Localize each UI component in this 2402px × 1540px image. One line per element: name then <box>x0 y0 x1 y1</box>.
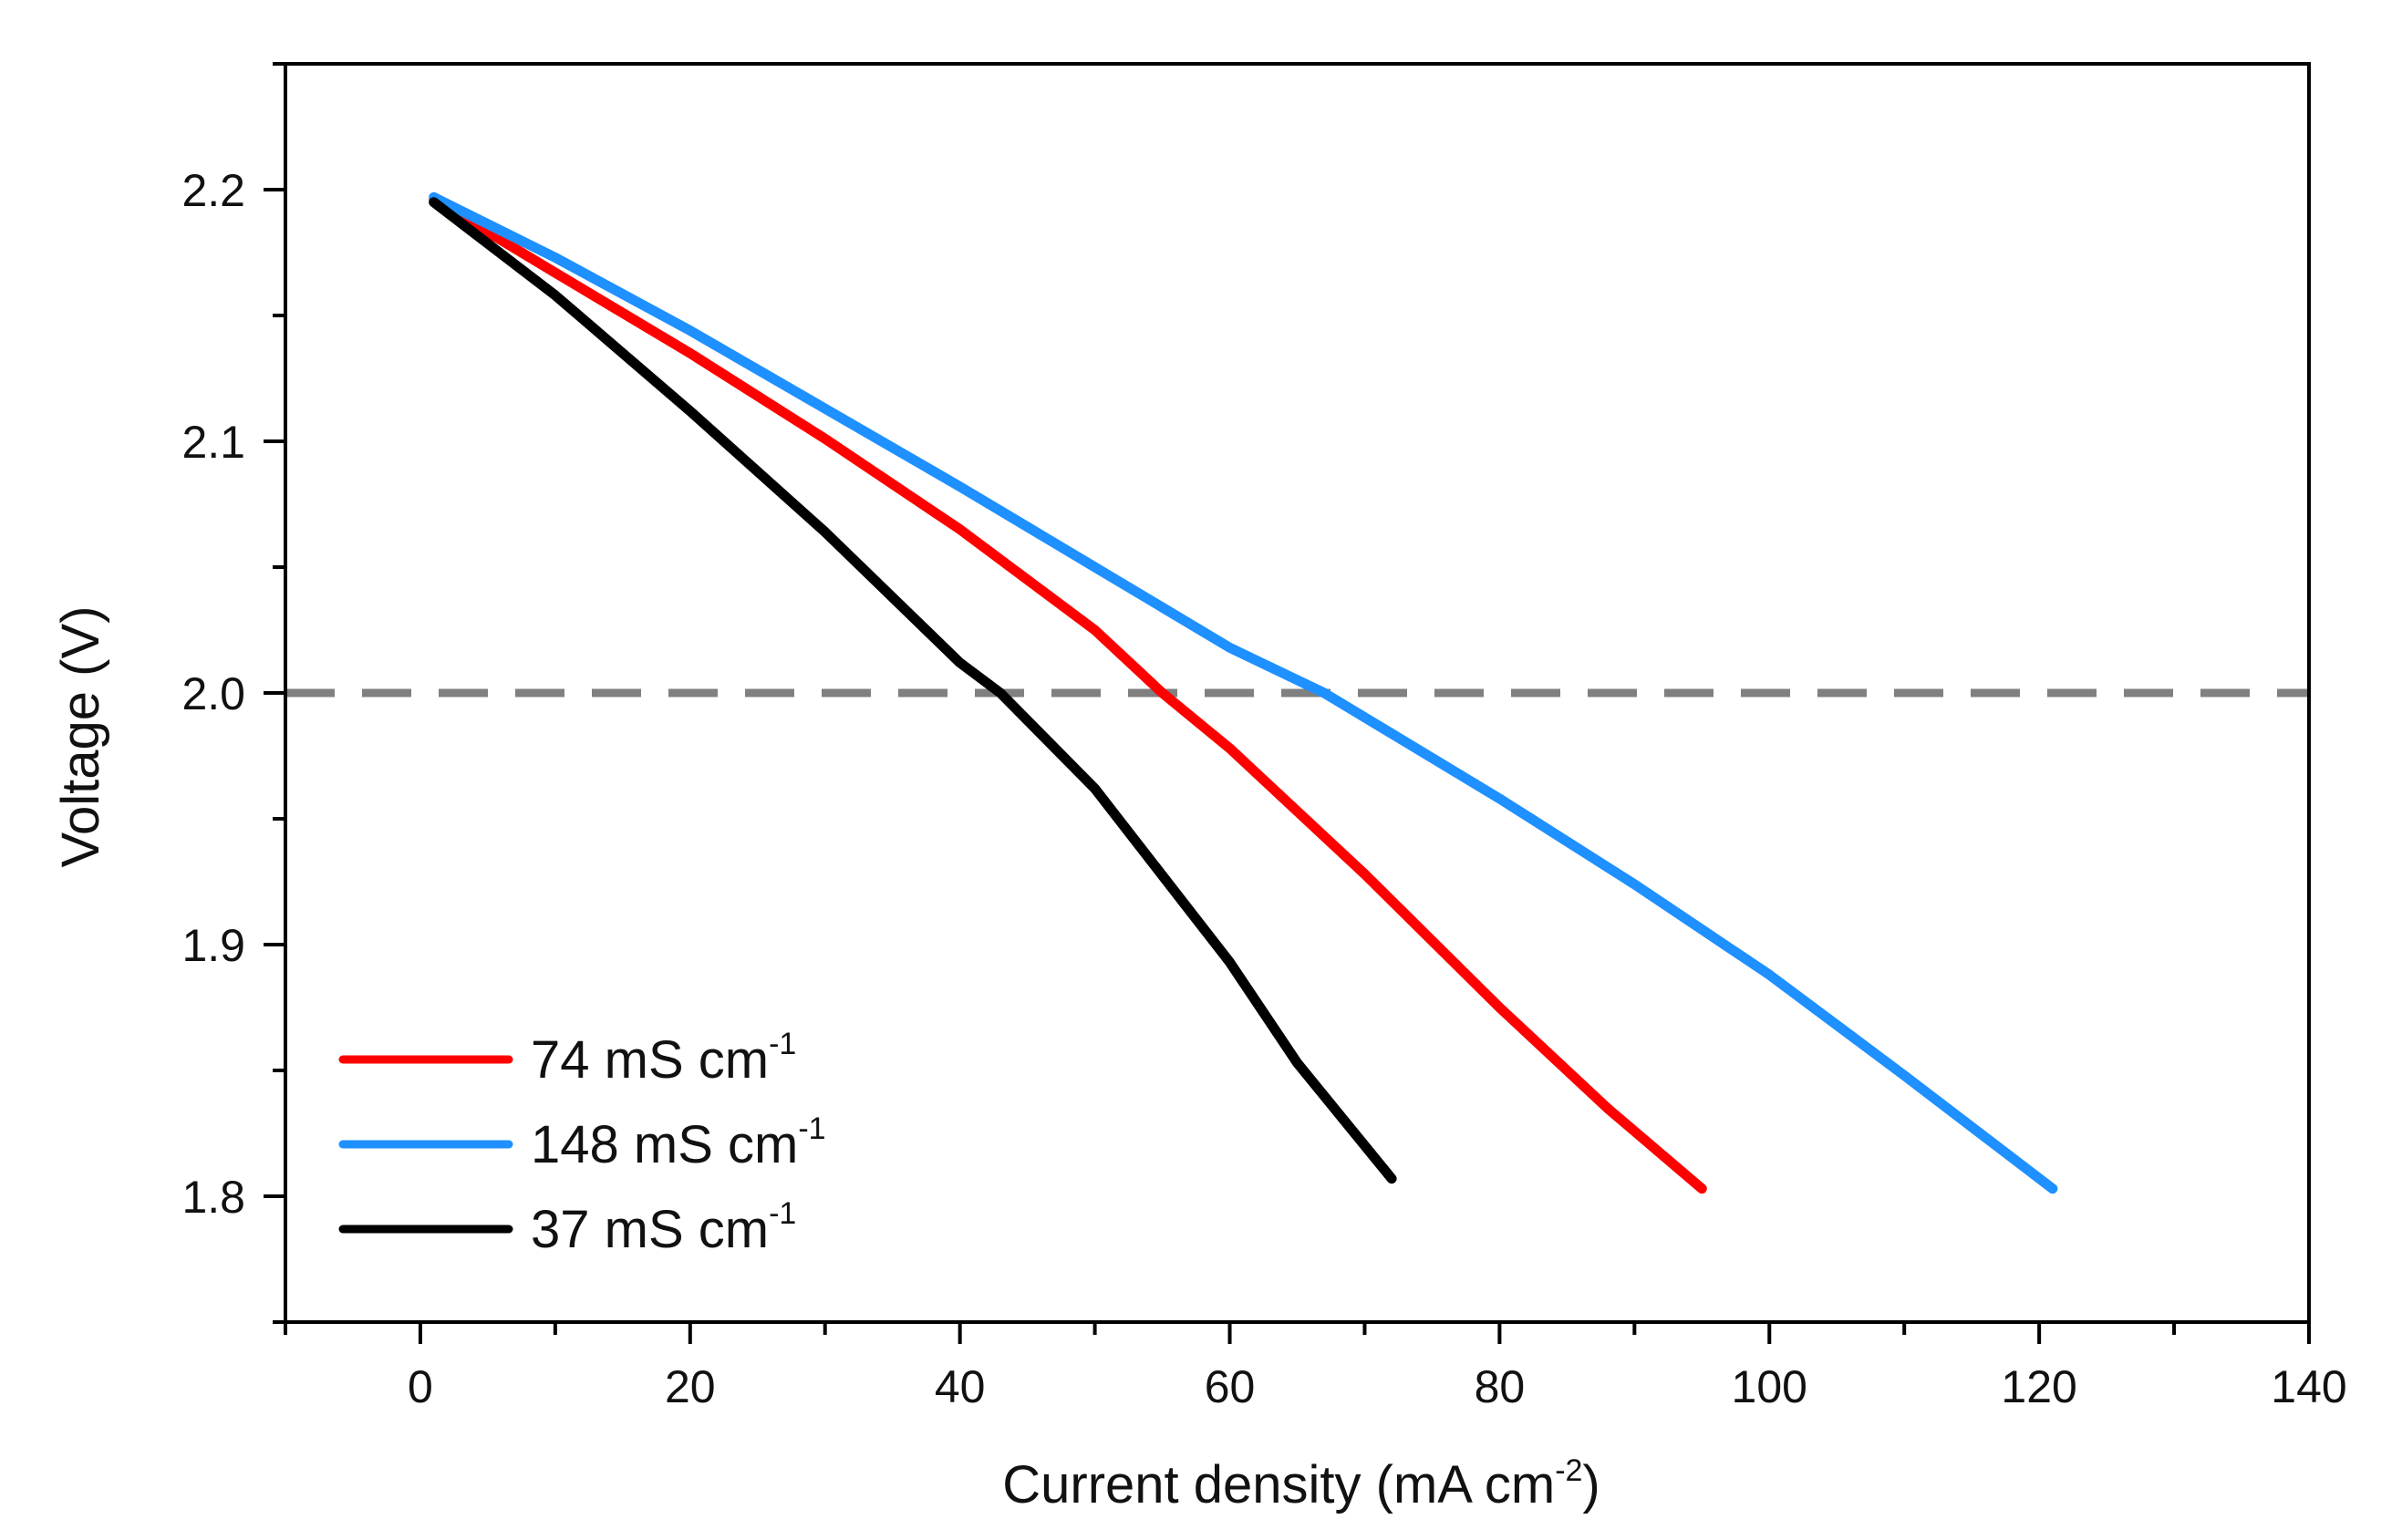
y-tick-label: 1.8 <box>181 1172 245 1223</box>
series-line-1 <box>429 191 2058 1194</box>
axis-ticks <box>264 62 2311 1344</box>
x-axis-title: Current density (mA cm-2) <box>1002 1453 1600 1514</box>
plot-area <box>284 62 2311 1324</box>
legend: 74 mS cm-1 148 mS cm-1 37 mS cm-1 <box>338 1027 826 1259</box>
x-tick-label: 140 <box>2271 1361 2346 1412</box>
legend-label-148: 148 mS cm-1 <box>531 1111 826 1174</box>
x-tick-label: 60 <box>1205 1361 1256 1412</box>
x-tick-label: 0 <box>408 1361 433 1412</box>
series-line-0 <box>429 194 1707 1194</box>
axis-tick-labels: 0 20 40 60 80 100 120 140 1.8 1.9 2.0 2.1 2.2 <box>181 165 2346 1412</box>
y-tick-label: 2.1 <box>181 417 245 468</box>
series-line-2 <box>429 197 1397 1184</box>
x-tick-label: 80 <box>1475 1361 1526 1412</box>
x-tick-label: 40 <box>935 1361 986 1412</box>
x-axis-title-suffix: ) <box>1582 1455 1600 1514</box>
y-tick-label: 2.2 <box>181 165 245 216</box>
x-axis-title-sup: -2 <box>1555 1453 1582 1488</box>
x-tick-label: 120 <box>2001 1361 2076 1412</box>
x-axis-title-text: Current density (mA cm <box>1002 1455 1555 1514</box>
legend-label-37: 37 mS cm-1 <box>531 1196 796 1259</box>
y-tick-label: 2.0 <box>181 668 245 719</box>
y-tick-label: 1.9 <box>181 920 245 971</box>
y-axis-title: Voltage (V) <box>51 606 110 868</box>
legend-label-74: 74 mS cm-1 <box>531 1027 796 1090</box>
x-tick-label: 20 <box>665 1361 716 1412</box>
x-tick-label: 100 <box>1732 1361 1807 1412</box>
